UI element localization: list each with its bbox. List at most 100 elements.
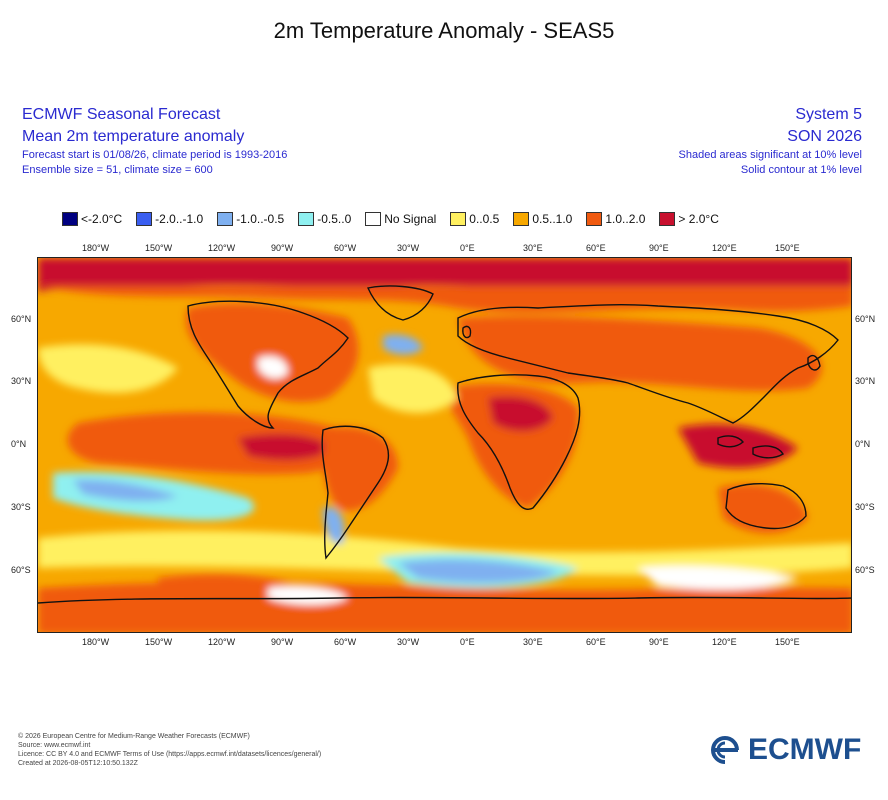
legend-label: 0.5..1.0: [532, 212, 573, 226]
legend-swatch: [450, 212, 467, 226]
east-pacific-hot: [238, 433, 333, 461]
lon-label: 150°W: [145, 637, 173, 647]
copyright: © 2026 European Centre for Medium-Range …: [18, 733, 250, 740]
lon-label: 30°E: [523, 637, 543, 647]
lon-label: 0°E: [460, 243, 475, 253]
greenland-sea-cool: [383, 334, 423, 355]
lon-label: 60°E: [586, 243, 606, 253]
lat-label: 30°N: [11, 376, 32, 386]
system-name: System 5: [795, 106, 862, 123]
source: Source: www.ecmwf.int: [18, 742, 91, 749]
lon-label: 90°W: [271, 243, 294, 253]
significance-note: Shaded areas significant at 10% level: [678, 149, 862, 161]
south-america-warm: [322, 427, 398, 511]
forecast-start: Forecast start is 01/08/26, climate peri…: [22, 149, 288, 161]
legend-swatch: [586, 212, 603, 226]
legend-item: 0.5..1.0: [513, 212, 572, 226]
lon-label: 60°E: [586, 637, 606, 647]
anomaly-map: [37, 257, 852, 633]
lon-label: 120°W: [208, 243, 236, 253]
variable-name: Mean 2m temperature anomaly: [22, 128, 245, 145]
ecmwf-logo: ECMWF: [706, 733, 861, 767]
legend-item: -1.0..-0.5: [217, 212, 284, 226]
lat-label: 0°N: [11, 439, 27, 449]
page-title: 2m Temperature Anomaly - SEAS5: [273, 18, 615, 43]
no-signal-north-america: [258, 356, 288, 379]
lat-label: 60°S: [855, 565, 875, 575]
legend-label: > 2.0°C: [678, 212, 719, 226]
header-left: ECMWF Seasonal Forecast Mean 2m temperat…: [22, 104, 287, 178]
legend-item: 1.0..2.0: [586, 212, 645, 226]
legend-swatch: [298, 212, 315, 226]
lon-label: 150°W: [145, 243, 173, 253]
season-name: SON 2026: [787, 128, 862, 145]
lat-label: 0°N: [855, 439, 871, 449]
lon-label: 30°E: [523, 243, 543, 253]
legend-label: No Signal: [384, 212, 437, 226]
lon-label: 90°E: [649, 243, 669, 253]
eurasia-warm: [458, 316, 822, 391]
south-pacific-cooler: [73, 479, 178, 502]
footer-credits: © 2026 European Centre for Medium-Range …: [18, 732, 321, 768]
legend-swatch: [513, 212, 530, 226]
forecast-name: ECMWF Seasonal Forecast: [22, 106, 221, 123]
maritime-continent-hot: [678, 424, 798, 468]
created-at: Created at 2026-08-05T12:10:50.132Z: [18, 760, 138, 767]
lon-label: 120°E: [712, 243, 737, 253]
legend-label: 0..0.5: [469, 212, 500, 226]
lat-label: 30°N: [855, 376, 876, 386]
lon-label: 150°E: [775, 637, 800, 647]
patagonia-cool: [323, 507, 345, 544]
north-america-warm: [186, 303, 359, 402]
contour-note: Solid contour at 1% level: [740, 164, 862, 176]
lon-label: 90°E: [649, 637, 669, 647]
no-signal-southern-indian: [638, 566, 798, 590]
legend-swatch: [365, 212, 382, 226]
ecmwf-swirl-icon: [711, 736, 739, 764]
legend-label: -0.5..0: [317, 212, 352, 226]
licence: Licence: CC BY 4.0 and ECMWF Terms of Us…: [18, 751, 322, 758]
lon-label: 90°W: [271, 637, 294, 647]
legend-swatch: [217, 212, 234, 226]
legend-swatch: [659, 212, 676, 226]
arctic-warm-region: [38, 258, 851, 292]
lon-label: 150°E: [775, 243, 800, 253]
legend-label: 1.0..2.0: [605, 212, 646, 226]
south-atlantic-cooler: [398, 559, 558, 583]
legend-item: No Signal: [365, 212, 436, 226]
lat-label: 60°N: [11, 314, 32, 324]
no-signal-antarctic: [268, 586, 348, 605]
north-pacific-weak: [38, 344, 178, 393]
legend-label: -1.0..-0.5: [236, 212, 285, 226]
lon-label: 120°E: [712, 637, 737, 647]
lon-label: 120°W: [208, 637, 236, 647]
legend-item: <-2.0°C: [62, 212, 122, 226]
lon-label: 180°W: [82, 243, 110, 253]
legend-item: -0.5..0: [298, 212, 351, 226]
lat-label: 30°S: [11, 502, 31, 512]
sahara-hot: [488, 396, 553, 432]
lon-label: 0°E: [460, 637, 475, 647]
legend-swatch: [62, 212, 78, 226]
legend-label: -2.0..-1.0: [155, 212, 204, 226]
lon-label: 30°W: [397, 243, 420, 253]
header-right: System 5 SON 2026 Shaded areas significa…: [679, 104, 862, 178]
lon-label: 60°W: [334, 637, 357, 647]
legend-label: <-2.0°C: [81, 212, 123, 226]
north-atlantic-weak: [368, 364, 458, 413]
legend-item: -2.0..-1.0: [136, 212, 203, 226]
lat-label: 60°S: [11, 565, 31, 575]
logo-text: ECMWF: [748, 733, 862, 766]
ensemble-size: Ensemble size = 51, climate size = 600: [22, 164, 213, 176]
lat-label: 60°N: [855, 314, 876, 324]
lat-label: 30°S: [855, 502, 875, 512]
anomaly-map-svg: [38, 258, 851, 632]
lon-label: 30°W: [397, 637, 420, 647]
coastlines: [38, 285, 851, 604]
legend-item: 0..0.5: [450, 212, 499, 226]
legend-item: > 2.0°C: [659, 212, 719, 226]
lon-label: 60°W: [334, 243, 357, 253]
legend-swatch: [136, 212, 153, 226]
lon-label: 180°W: [82, 637, 110, 647]
color-legend: <-2.0°C -2.0..-1.0 -1.0..-0.5 -0.5..0 No Sig…: [62, 210, 733, 228]
